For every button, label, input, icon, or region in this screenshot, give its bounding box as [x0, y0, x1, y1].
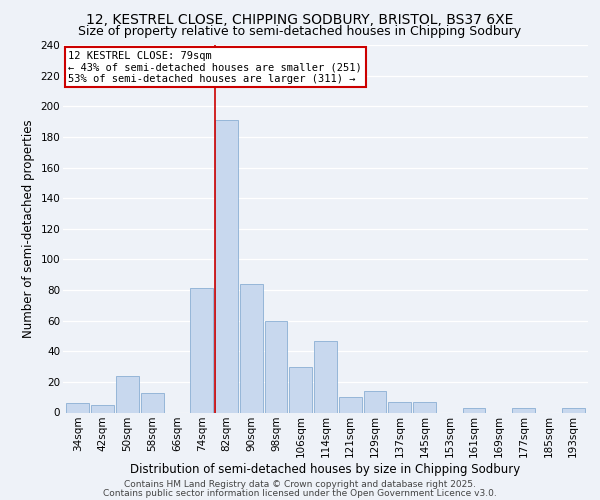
- Bar: [562, 408, 584, 412]
- Bar: [215, 120, 238, 412]
- Bar: [463, 408, 485, 412]
- Bar: [512, 408, 535, 412]
- Bar: [289, 366, 312, 412]
- Text: Contains public sector information licensed under the Open Government Licence v3: Contains public sector information licen…: [103, 488, 497, 498]
- Bar: [67, 404, 89, 412]
- Text: 12 KESTREL CLOSE: 79sqm
← 43% of semi-detached houses are smaller (251)
53% of s: 12 KESTREL CLOSE: 79sqm ← 43% of semi-de…: [68, 50, 362, 84]
- Bar: [388, 402, 411, 412]
- Bar: [364, 391, 386, 412]
- Bar: [265, 320, 287, 412]
- X-axis label: Distribution of semi-detached houses by size in Chipping Sodbury: Distribution of semi-detached houses by …: [130, 463, 521, 476]
- Bar: [314, 340, 337, 412]
- Bar: [141, 392, 164, 412]
- Bar: [91, 405, 114, 412]
- Text: Size of property relative to semi-detached houses in Chipping Sodbury: Size of property relative to semi-detach…: [79, 25, 521, 38]
- Text: 12, KESTREL CLOSE, CHIPPING SODBURY, BRISTOL, BS37 6XE: 12, KESTREL CLOSE, CHIPPING SODBURY, BRI…: [86, 12, 514, 26]
- Bar: [116, 376, 139, 412]
- Bar: [190, 288, 213, 412]
- Text: Contains HM Land Registry data © Crown copyright and database right 2025.: Contains HM Land Registry data © Crown c…: [124, 480, 476, 489]
- Y-axis label: Number of semi-detached properties: Number of semi-detached properties: [22, 120, 35, 338]
- Bar: [413, 402, 436, 412]
- Bar: [240, 284, 263, 412]
- Bar: [339, 397, 362, 412]
